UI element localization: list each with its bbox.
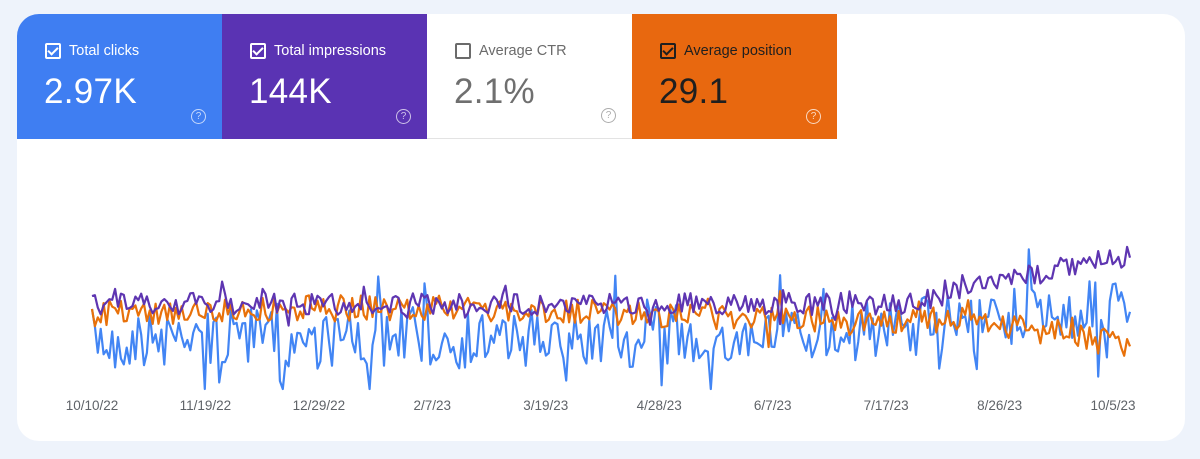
metric-label: Total clicks bbox=[69, 43, 140, 59]
series-line-total-impressions bbox=[91, 245, 1132, 327]
metric-total-clicks[interactable]: Total clicks 2.97K ? bbox=[17, 14, 222, 139]
x-tick-label: 7/17/23 bbox=[864, 398, 909, 413]
metric-value: 29.1 bbox=[659, 72, 729, 111]
metric-label: Average CTR bbox=[479, 43, 567, 59]
metric-tiles: Total clicks 2.97K ? Total impressions 1… bbox=[17, 14, 837, 139]
x-tick-label: 2/7/23 bbox=[414, 398, 452, 413]
metric-header: Average position bbox=[660, 43, 792, 59]
performance-chart[interactable]: 10/10/22 11/19/22 12/29/22 2/7/23 3/19/23 4/2… bbox=[17, 164, 1185, 429]
series-line-average-position bbox=[90, 290, 1132, 357]
x-tick-label: 11/19/22 bbox=[180, 398, 232, 413]
x-tick-label: 6/7/23 bbox=[754, 398, 792, 413]
x-tick-label: 3/19/23 bbox=[523, 398, 568, 413]
metric-label: Average position bbox=[684, 43, 792, 59]
checkbox-unchecked-icon[interactable] bbox=[455, 43, 471, 59]
metric-total-impressions[interactable]: Total impressions 144K ? bbox=[222, 14, 427, 139]
help-icon[interactable]: ? bbox=[396, 109, 411, 124]
metric-value: 2.97K bbox=[44, 72, 137, 111]
checkbox-checked-icon[interactable] bbox=[45, 43, 61, 59]
metric-value: 2.1% bbox=[454, 72, 535, 111]
metric-header: Total clicks bbox=[45, 43, 139, 59]
metric-value: 144K bbox=[249, 72, 332, 111]
performance-card: Total clicks 2.97K ? Total impressions 1… bbox=[17, 14, 1185, 441]
checkbox-checked-icon[interactable] bbox=[660, 43, 676, 59]
x-tick-label: 10/10/22 bbox=[66, 398, 119, 413]
x-tick-label: 4/28/23 bbox=[637, 398, 682, 413]
metric-header: Total impressions bbox=[250, 43, 386, 59]
checkbox-checked-icon[interactable] bbox=[250, 43, 266, 59]
x-tick-label: 10/5/23 bbox=[1090, 398, 1135, 413]
help-icon[interactable]: ? bbox=[601, 108, 616, 123]
x-tick-label: 8/26/23 bbox=[977, 398, 1022, 413]
x-tick-label: 12/29/22 bbox=[293, 398, 346, 413]
x-axis-labels: 10/10/22 11/19/22 12/29/22 2/7/23 3/19/23 4/2… bbox=[66, 398, 1136, 413]
help-icon[interactable]: ? bbox=[191, 109, 206, 124]
metric-average-position[interactable]: Average position 29.1 ? bbox=[632, 14, 837, 139]
metric-header: Average CTR bbox=[455, 43, 567, 59]
metric-average-ctr[interactable]: Average CTR 2.1% ? bbox=[427, 14, 632, 139]
help-icon[interactable]: ? bbox=[806, 109, 821, 124]
chart-lines bbox=[90, 245, 1132, 391]
metric-label: Total impressions bbox=[274, 43, 387, 59]
